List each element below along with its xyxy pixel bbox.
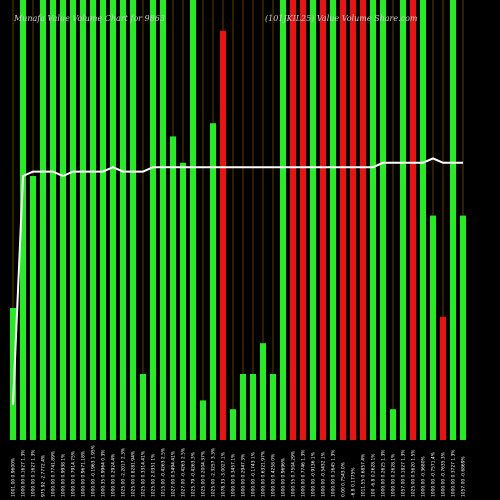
x-tick-label: 1000.00 0.9938 1% bbox=[61, 454, 67, 497]
volume-bar bbox=[70, 0, 76, 440]
x-tick-label: 1000.00 0.3457.1% bbox=[231, 454, 237, 497]
x-tick-label: 1000.00 -0.1963 1.95% bbox=[91, 445, 97, 497]
x-tick-label: 1000.00 0.9696% bbox=[281, 458, 287, 497]
volume-bar bbox=[390, 409, 396, 440]
x-tick-label: 1000.00 0.4258 0% bbox=[271, 454, 277, 497]
x-tick-label: 1000.00 0.2628.1% bbox=[391, 454, 397, 497]
volume-bar bbox=[160, 0, 166, 440]
volume-bar bbox=[420, 0, 426, 440]
volume-bars bbox=[10, 0, 466, 441]
x-tick-label: 1000.00 0.1645 1.3% bbox=[331, 450, 337, 497]
x-tick-label: 1000.00 0.7741.89% bbox=[51, 451, 57, 497]
x-axis-labels: 1001.00 0.9600% 1000.00 0.1627 1.3% 1000.0… bbox=[11, 445, 467, 497]
volume-bar bbox=[180, 162, 186, 441]
volume-bar bbox=[170, 136, 176, 440]
x-tick-label: 975.92 -2.7772.4% bbox=[41, 455, 47, 497]
x-tick-label: 1000.00 0.2924.4% bbox=[111, 454, 117, 497]
x-tick-label: -6.8 0.1775% bbox=[351, 468, 357, 498]
volume-bar bbox=[220, 30, 226, 441]
x-tick-label: 1000.00 -0.1743 1% bbox=[251, 452, 257, 497]
volume-bar bbox=[190, 0, 196, 440]
x-tick-label: 1000.00 0.9671.18% bbox=[81, 451, 87, 497]
volume-bar bbox=[340, 0, 346, 440]
volume-bar bbox=[30, 176, 36, 440]
x-tick-label: 1000.00 0.6321.97% bbox=[261, 451, 267, 497]
volume-bar bbox=[150, 0, 156, 440]
x-tick-label: 1000.00 -0.7635.3% bbox=[441, 452, 447, 497]
x-tick-label: 1025.00 0.2004.37% bbox=[201, 451, 207, 497]
volume-bar bbox=[230, 409, 236, 440]
x-tick-label: 1000.00 -0.5432 1% bbox=[321, 452, 327, 497]
volume-bar bbox=[270, 374, 276, 440]
price-line bbox=[12, 157, 463, 405]
volume-bar bbox=[450, 0, 456, 440]
volume-bar bbox=[210, 123, 216, 440]
volume-bar bbox=[440, 316, 446, 440]
volume-bar bbox=[40, 0, 46, 440]
volume-bar bbox=[330, 0, 336, 440]
x-tick-label: 1025.00 0.3314.41% bbox=[141, 451, 147, 497]
x-tick-label: 100 -6.8 0.2628.1% bbox=[371, 454, 377, 497]
x-tick-label: 1000.00 0.3727 1.3% bbox=[451, 450, 457, 497]
x-tick-label: 1000.55 0.7504.29% bbox=[291, 451, 297, 497]
x-tick-label: 1025.00 0.8281.94% bbox=[131, 451, 137, 497]
x-tick-label: 1025.00 0.5620 1.5% bbox=[411, 450, 417, 497]
x-tick-label: 1000.00 -0.9136 1% bbox=[311, 452, 317, 497]
x-tick-label: 1000.00 -0.3680% bbox=[421, 456, 427, 497]
volume-bar bbox=[300, 0, 306, 440]
x-tick-label: 1000.35 0.9964 0.3% bbox=[101, 450, 107, 497]
x-tick-label: 1025.00 -2.3257 3.3% bbox=[211, 448, 217, 497]
x-tick-label: 1000.00 -0.7571.4% bbox=[431, 452, 437, 497]
chart-title: Munafa Value Volume Chart for 9863 bbox=[13, 14, 165, 23]
x-tick-label: 1000.00 0.7746 1.3% bbox=[301, 450, 307, 497]
volume-bar bbox=[320, 0, 326, 440]
x-tick-label: 1057.00 0.1827 1.3% bbox=[401, 450, 407, 497]
x-tick-label: 1025.00 2.0351 1% bbox=[151, 454, 157, 497]
x-tick-label: 1057.00 -0.6869% bbox=[461, 456, 467, 497]
volume-bar bbox=[110, 0, 116, 440]
volume-bar bbox=[370, 0, 376, 440]
volume-bar bbox=[460, 215, 466, 440]
x-tick-label: 1000.00 0.7914.75% bbox=[71, 451, 77, 497]
x-tick-label: 1025.79 -0.4263.3% bbox=[191, 452, 197, 497]
volume-bar bbox=[100, 0, 106, 440]
volume-bar bbox=[410, 0, 416, 440]
volume-bar bbox=[250, 374, 256, 440]
x-tick-label: 1001.00 0.9600% bbox=[11, 458, 17, 497]
volume-bar bbox=[120, 0, 126, 440]
volume-bar bbox=[350, 0, 356, 440]
x-tick-label: 1000.00 0.1627 1.3% bbox=[21, 450, 27, 497]
volume-bar bbox=[130, 0, 136, 440]
volume-bar bbox=[290, 0, 296, 440]
volume-bar bbox=[260, 343, 266, 440]
volume-bar bbox=[90, 0, 96, 440]
volume-bar bbox=[310, 0, 316, 440]
volume-bar bbox=[200, 400, 206, 440]
volume-bar bbox=[360, 0, 366, 440]
x-tick-label: 1025.00 -2.2017 2.3% bbox=[121, 448, 127, 497]
volume-bar bbox=[400, 0, 406, 440]
x-tick-label: 1000.00 0.1627 1.3% bbox=[31, 450, 37, 497]
volume-bar bbox=[430, 215, 436, 440]
chart-subtitle: (101JKIL25) Value Volume Share.com bbox=[265, 14, 418, 23]
x-tick-label: 1000.00 0.2625 1.3% bbox=[381, 450, 387, 497]
volume-bar bbox=[380, 0, 386, 440]
volume-bar bbox=[60, 0, 66, 440]
volume-bar bbox=[20, 0, 26, 440]
x-tick-label: 1000.00 0.2947.3% bbox=[241, 454, 247, 497]
volume-bar bbox=[50, 0, 56, 440]
volume-bar bbox=[140, 374, 146, 440]
x-tick-label: 1027.00 0.5494.41% bbox=[171, 451, 177, 497]
volume-bar bbox=[280, 0, 286, 440]
volume-bar bbox=[10, 308, 16, 440]
x-tick-label: 0.00 0.7543.0% bbox=[341, 462, 347, 497]
x-tick-label: 1011.55 0.6857.4% bbox=[361, 454, 367, 497]
x-tick-label: 1078.33 -3.0027.1% bbox=[221, 452, 227, 497]
x-tick-label: 1015.00 -0.4263 2.5% bbox=[161, 448, 167, 497]
volume-bar bbox=[80, 0, 86, 440]
x-tick-label: 1027.00 -0.4263 2.5% bbox=[181, 448, 187, 497]
volume-bar bbox=[240, 374, 246, 440]
